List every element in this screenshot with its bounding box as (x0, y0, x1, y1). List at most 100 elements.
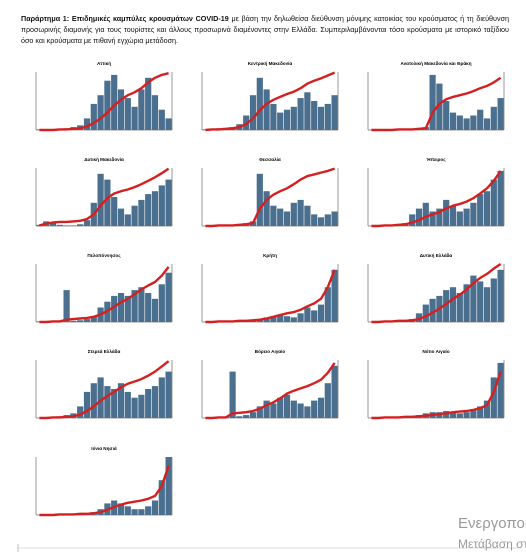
cumulative-line (205, 269, 336, 324)
bar (277, 112, 284, 130)
bar (270, 103, 277, 130)
header-text: Παράρτημα 1: Επιδημικές καμπύλες κρουσμά… (21, 13, 509, 46)
watermark-line: Ενεργοποίηση Windows (458, 515, 526, 532)
bar (456, 413, 463, 418)
bar (311, 101, 318, 130)
bar (283, 394, 291, 418)
bar (277, 397, 284, 418)
chart-title: Ανατολική Μακεδονία και Θράκη (400, 61, 471, 66)
bar (483, 191, 491, 226)
bar (145, 506, 152, 515)
bar (165, 118, 172, 130)
bar (304, 92, 311, 130)
cumulative-line (39, 360, 170, 420)
bar (324, 103, 331, 130)
bar (131, 290, 138, 322)
bar (138, 199, 145, 226)
bar (497, 362, 504, 418)
cumulative-line (371, 263, 502, 324)
bar (436, 83, 443, 130)
bar (436, 208, 443, 226)
bar (104, 386, 111, 418)
bar (270, 403, 277, 418)
cumulative-line (205, 167, 335, 228)
header-lead: Παράρτημα 1: Επιδημικές καμπύλες κρουσμά… (21, 14, 229, 23)
bar (449, 412, 457, 418)
bar (297, 403, 304, 418)
chart-title: Ήπειρος (426, 157, 446, 163)
bar (124, 214, 131, 226)
bar (124, 506, 131, 515)
bar (304, 307, 311, 322)
chart-title: Νότιο Αιγαίο (422, 349, 449, 354)
bar (277, 208, 284, 226)
bar (97, 173, 104, 226)
bar (70, 225, 77, 226)
bar (83, 391, 91, 418)
bar (236, 416, 243, 418)
bar (145, 194, 152, 226)
cumulative-line (39, 266, 170, 324)
chart-title: Στερεά Ελλάδα (88, 349, 121, 354)
chart-title: Θεσσαλία (259, 157, 281, 162)
bar (490, 106, 497, 130)
cumulative-line (39, 167, 170, 227)
cumulative-line (39, 465, 170, 517)
bar (111, 74, 118, 130)
bar (117, 208, 125, 226)
bar (311, 400, 318, 418)
bar (449, 112, 457, 130)
bar (70, 320, 77, 322)
cumulative-line (205, 362, 336, 420)
bar (138, 509, 145, 515)
bar (243, 415, 250, 418)
bar (443, 199, 450, 226)
bar (263, 400, 270, 418)
bar (117, 503, 125, 515)
bar (77, 320, 84, 322)
bar (497, 170, 504, 226)
bar (331, 211, 338, 226)
bar (131, 106, 138, 130)
bar (317, 397, 325, 418)
bar (331, 95, 338, 130)
bar (117, 293, 125, 322)
bar (83, 319, 91, 322)
bar (429, 298, 436, 322)
cumulative-line (39, 72, 169, 132)
bar (49, 223, 57, 226)
bar (151, 500, 159, 515)
bar (490, 179, 497, 226)
bar (290, 202, 297, 226)
bar (77, 406, 84, 418)
bar (145, 389, 152, 418)
bar (483, 287, 491, 322)
bar (415, 208, 423, 226)
bar (277, 315, 284, 322)
bar (283, 109, 291, 130)
bar (456, 115, 463, 130)
bar (415, 313, 423, 322)
bar (297, 98, 304, 130)
bar (145, 77, 152, 130)
bar (151, 298, 159, 322)
bar (63, 290, 70, 322)
bar (90, 383, 97, 418)
bar (256, 77, 263, 130)
bar (145, 293, 152, 322)
bar (138, 287, 145, 322)
bar (443, 290, 450, 322)
bar (490, 278, 497, 322)
bar (111, 389, 118, 418)
bar (138, 89, 145, 130)
bar (470, 115, 477, 130)
bar (470, 409, 477, 418)
bar (56, 224, 63, 226)
chart-title: Δυτική Ελλάδα (420, 253, 453, 258)
bar (304, 205, 311, 226)
bar (483, 118, 491, 130)
bar (422, 202, 429, 226)
bar (83, 118, 91, 130)
